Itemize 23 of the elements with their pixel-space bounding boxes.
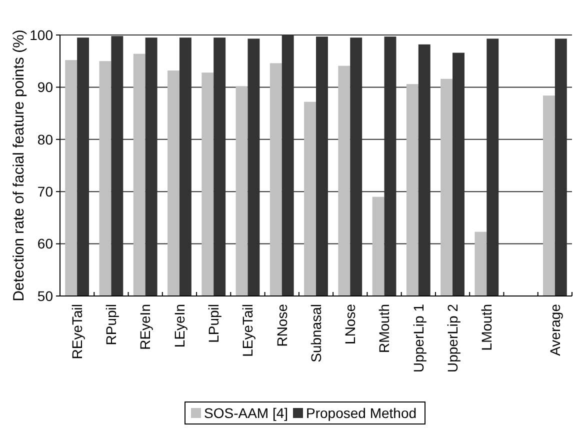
legend-label: SOS-AAM [4] [204, 404, 288, 421]
x-tick-label: Subnasal [308, 304, 324, 362]
x-tick-label: RPupil [103, 304, 120, 346]
x-tick-label: RMouth [376, 304, 392, 354]
y-tick-label: 70 [37, 184, 54, 200]
x-tick-label: LEyeIn [171, 304, 188, 348]
y-tick-label: 60 [37, 236, 54, 252]
y-axis-title: Detection rate of facial feature points (%) [10, 30, 28, 302]
x-tick-label: LNose [342, 304, 358, 344]
y-tick-label: 80 [37, 131, 54, 148]
x-tick-label: LEyeTail [240, 304, 256, 357]
y-tick-label: 90 [37, 79, 54, 96]
x-tick-label: LMouth [478, 304, 495, 351]
y-tick-label: 100 [30, 26, 54, 43]
x-tick-label: LPupil [206, 304, 222, 343]
x-tick-label: REyeTail [68, 304, 85, 360]
x-tick-label: Average [546, 304, 563, 356]
x-tick-label: REyeIn [137, 304, 154, 350]
x-tick-label: UpperLip 2 [444, 304, 460, 372]
x-tick-label: RNose [274, 304, 290, 347]
legend-label: Proposed Method [306, 404, 417, 421]
y-tick-label: 50 [37, 288, 54, 304]
x-tick-label: UpperLip 1 [410, 304, 426, 372]
